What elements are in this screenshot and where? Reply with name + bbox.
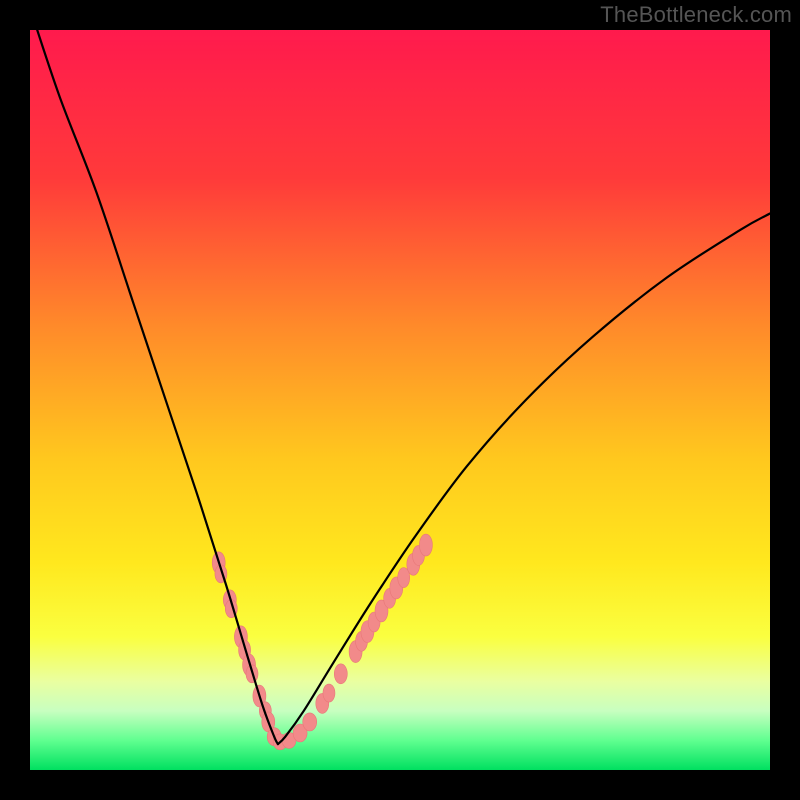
data-marker xyxy=(323,684,335,702)
plot-background xyxy=(30,30,770,770)
bottleneck-chart xyxy=(0,0,800,800)
data-marker xyxy=(334,664,347,684)
watermark-text: TheBottleneck.com xyxy=(600,2,792,28)
chart-container: TheBottleneck.com xyxy=(0,0,800,800)
data-marker xyxy=(419,534,432,556)
data-marker xyxy=(303,713,317,731)
